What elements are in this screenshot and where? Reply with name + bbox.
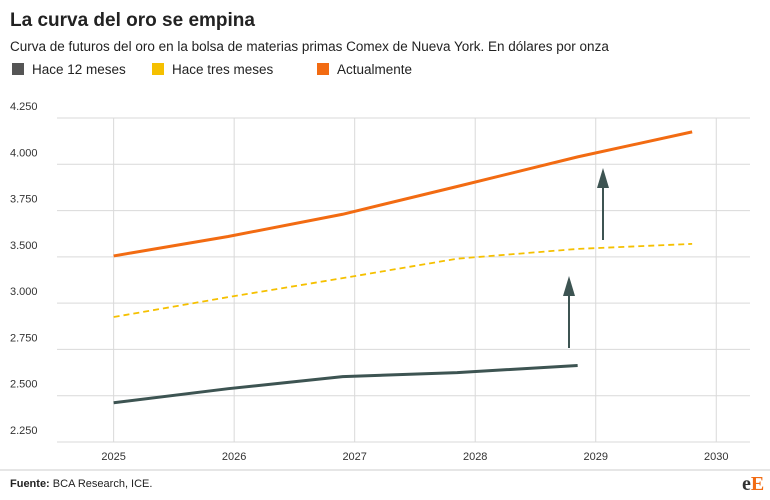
y-tick-label: 3.500 [10, 240, 38, 252]
y-tick-label: 2.500 [10, 379, 38, 391]
legend-label: Hace 12 meses [32, 62, 126, 77]
source: Fuente: BCA Research, ICE. [10, 478, 152, 490]
y-tick-label: 2.250 [10, 425, 38, 437]
legend-swatch [317, 63, 329, 75]
x-tick-label: 2028 [463, 451, 487, 463]
arrow-head [597, 168, 609, 188]
series-line [113, 130, 693, 258]
y-tick-label: 2.750 [10, 332, 38, 344]
logo: eE [742, 473, 764, 495]
legend-label: Hace tres meses [172, 62, 274, 77]
source-label: Fuente: [10, 478, 50, 490]
x-tick-label: 2026 [222, 451, 246, 463]
legend-swatch [152, 63, 164, 75]
logo-e: e [742, 473, 751, 495]
chart-title: La curva del oro se empina [10, 10, 255, 31]
y-tick-label: 4.000 [10, 147, 38, 159]
series-line [113, 364, 578, 405]
y-tick-label: 4.250 [10, 101, 38, 113]
logo-E: E [751, 473, 764, 495]
series-line [113, 242, 693, 318]
legend-swatch [12, 63, 24, 75]
x-tick-label: 2029 [583, 451, 607, 463]
y-tick-label: 3.750 [10, 194, 38, 206]
arrows [563, 168, 609, 348]
arrow-head [563, 276, 575, 296]
legend-label: Actualmente [337, 62, 412, 77]
x-tick-label: 2030 [704, 451, 728, 463]
legend: Hace 12 meses Hace tres meses Actualmente [12, 62, 412, 77]
grid: 2.250 2.500 2.750 3.000 3.500 3.750 4.000 4.250… [10, 101, 750, 463]
y-tick-label: 3.000 [10, 286, 38, 298]
chart-subtitle: Curva de futuros del oro en la bolsa de … [10, 39, 609, 54]
source-text: BCA Research, ICE. [53, 478, 153, 490]
lines [113, 130, 693, 405]
x-tick-label: 2025 [101, 451, 125, 463]
x-tick-label: 2027 [342, 451, 366, 463]
